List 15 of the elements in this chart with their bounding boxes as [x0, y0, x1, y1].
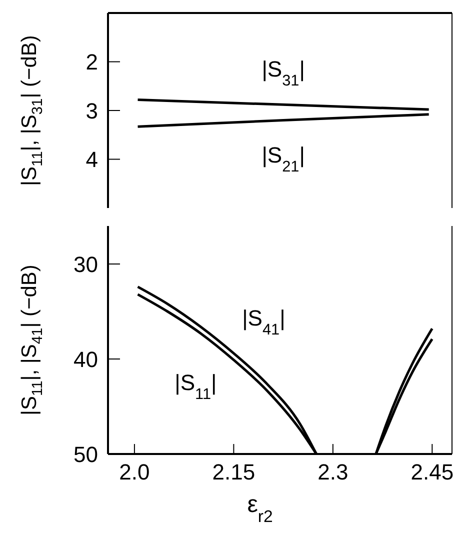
y-tick-label: 2 [86, 50, 98, 75]
y-tick-label: 4 [86, 147, 98, 172]
y-tick-label: 50 [74, 442, 98, 467]
y-tick-label: 30 [74, 252, 98, 277]
series-label: |S$_{31}$| [262, 56, 305, 90]
x-tick-label: 2.0 [119, 460, 150, 485]
y-tick-label: 40 [74, 346, 98, 372]
series-label: |S$_{21}$| [262, 142, 305, 175]
series-label: |S$_{41}$| [242, 305, 286, 338]
x-tick-label: 2.3 [318, 460, 348, 485]
x-tick-label: 2.15 [212, 460, 256, 485]
x-tick-label: 2.45 [410, 460, 454, 485]
y-tick-label: 3 [86, 98, 98, 124]
x-axis-title: ε$_{r2}$ [247, 491, 273, 526]
series-label: |S$_{11}$| [174, 370, 217, 402]
